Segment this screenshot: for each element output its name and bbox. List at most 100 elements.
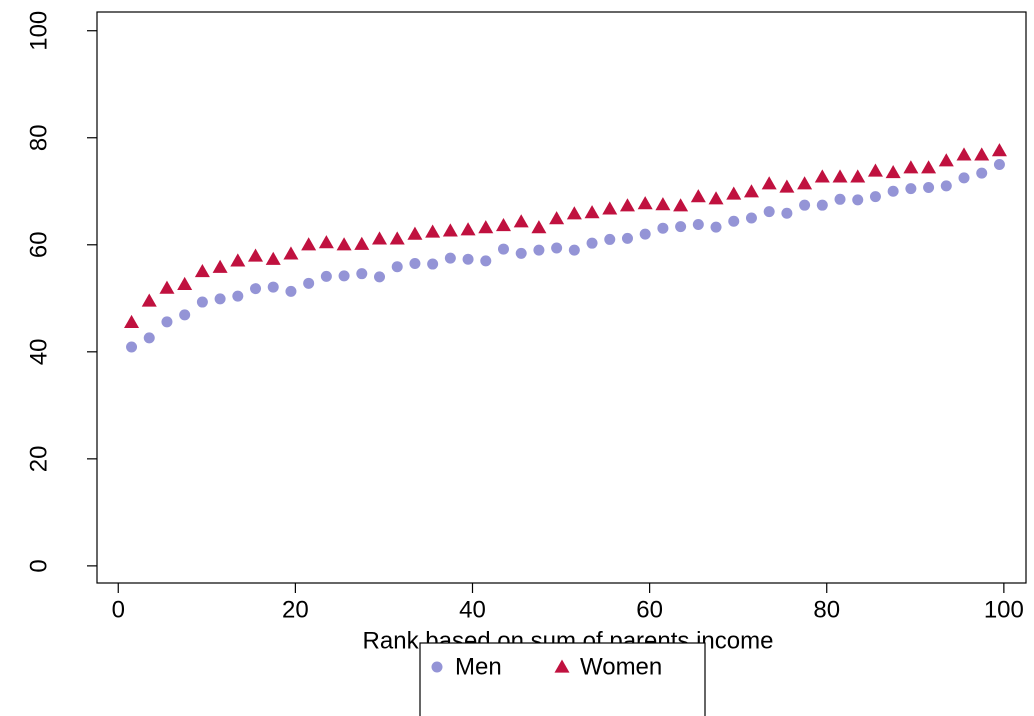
point — [549, 211, 565, 225]
point — [675, 221, 687, 233]
point — [462, 253, 474, 265]
point — [761, 176, 777, 190]
point — [799, 199, 811, 211]
point — [230, 253, 246, 267]
point — [710, 221, 722, 233]
point — [584, 205, 600, 219]
point — [425, 224, 441, 238]
point — [391, 261, 403, 273]
legend-box — [419, 642, 706, 716]
point — [903, 160, 919, 174]
point — [126, 341, 138, 353]
point — [850, 169, 866, 183]
point — [956, 147, 972, 161]
point — [427, 258, 439, 270]
point — [958, 172, 970, 184]
point — [283, 246, 299, 260]
point — [214, 293, 226, 305]
legend-marker — [431, 661, 443, 673]
point — [885, 165, 901, 179]
x-tick-label: 80 — [813, 596, 840, 623]
point — [513, 214, 529, 228]
point — [887, 185, 899, 197]
point — [852, 194, 864, 206]
point — [407, 226, 423, 240]
point — [248, 248, 264, 262]
point — [921, 160, 937, 174]
point — [320, 270, 332, 282]
point — [816, 199, 828, 211]
point — [444, 252, 456, 264]
point — [869, 191, 881, 203]
point — [265, 251, 281, 265]
point — [442, 223, 458, 237]
x-tick-label: 60 — [636, 596, 663, 623]
point — [141, 293, 157, 307]
point — [338, 270, 350, 282]
point — [460, 222, 476, 236]
point — [743, 184, 759, 198]
point — [797, 176, 813, 190]
point — [143, 332, 155, 344]
y-tick-label: 20 — [25, 445, 52, 472]
point — [531, 220, 547, 234]
legend-label: Men — [455, 653, 502, 680]
point — [497, 243, 509, 255]
point — [834, 193, 846, 205]
y-tick-label: 100 — [25, 11, 52, 51]
point — [726, 186, 742, 200]
point — [212, 259, 228, 273]
point — [194, 264, 210, 278]
point — [832, 169, 848, 183]
point — [602, 201, 618, 215]
y-tick-label: 60 — [25, 231, 52, 258]
x-tick-label: 100 — [984, 596, 1024, 623]
point — [745, 212, 757, 224]
point — [639, 228, 651, 240]
legend-label: Women — [580, 653, 662, 680]
point — [763, 206, 775, 218]
point — [159, 280, 175, 294]
x-tick-label: 40 — [459, 596, 486, 623]
point — [232, 290, 244, 302]
point — [673, 198, 689, 212]
point — [655, 197, 671, 211]
point — [533, 244, 545, 256]
point — [285, 285, 297, 297]
point — [690, 189, 706, 203]
point — [495, 218, 511, 232]
point — [267, 281, 279, 293]
point — [318, 235, 334, 249]
point — [867, 163, 883, 177]
point — [657, 222, 669, 234]
point — [991, 143, 1007, 157]
point — [478, 220, 494, 234]
point — [409, 258, 421, 270]
point — [551, 242, 563, 254]
point — [301, 237, 317, 251]
point — [938, 153, 954, 167]
point — [303, 277, 315, 289]
y-tick-label: 40 — [25, 338, 52, 365]
point — [196, 296, 208, 308]
point — [692, 218, 704, 230]
point — [728, 215, 740, 227]
point — [923, 182, 935, 194]
y-tick-label: 80 — [25, 124, 52, 151]
point — [389, 231, 405, 245]
point — [814, 169, 830, 183]
point — [781, 207, 793, 219]
point — [161, 316, 173, 328]
point — [372, 231, 388, 245]
point — [250, 283, 262, 295]
point — [621, 232, 633, 244]
point — [779, 179, 795, 193]
point — [336, 237, 352, 251]
point — [604, 233, 616, 245]
y-tick-label: 0 — [25, 559, 52, 572]
point — [177, 276, 193, 291]
point — [374, 271, 386, 283]
point — [515, 247, 527, 259]
point — [356, 268, 368, 280]
